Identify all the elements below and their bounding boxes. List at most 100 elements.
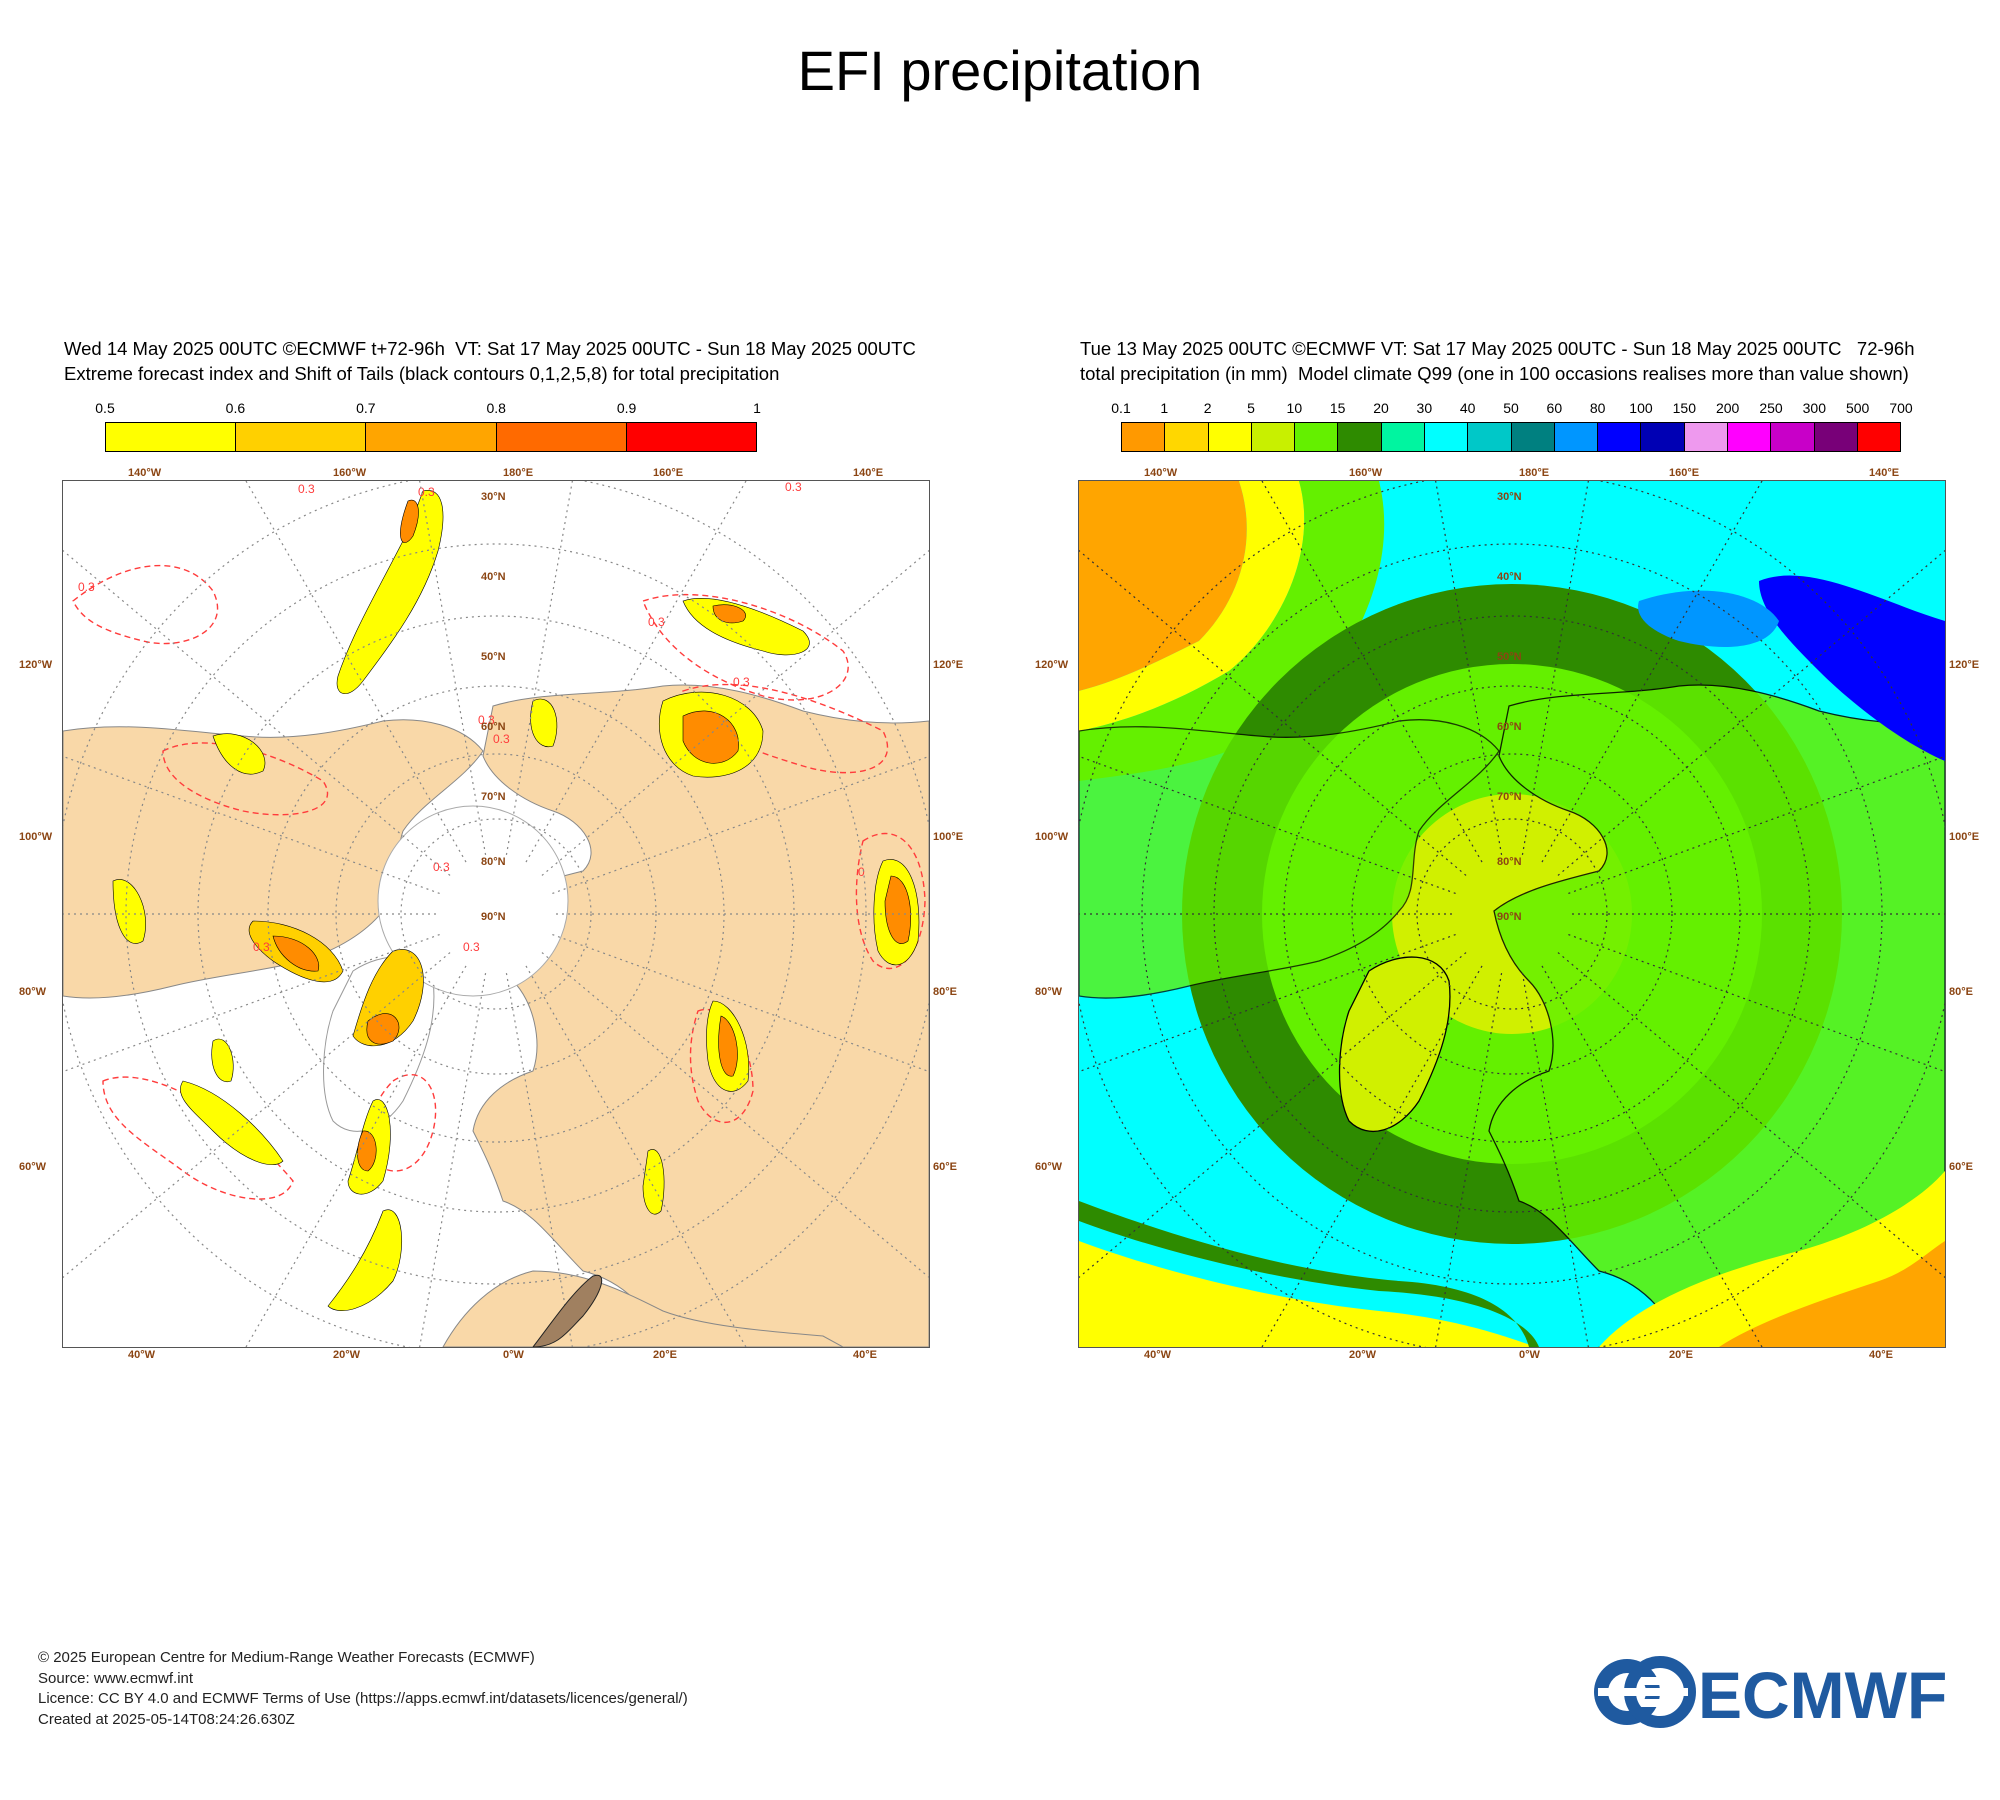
- latitude-label: 30°N: [481, 491, 506, 503]
- meridian-line: [1541, 481, 1763, 863]
- latitude-label: 50°N: [1497, 651, 1522, 663]
- longitude-label: 140°E: [1869, 467, 1900, 479]
- colorbar-swatch: [1424, 423, 1469, 451]
- footer: © 2025 European Centre for Medium-Range …: [38, 1648, 688, 1730]
- colorbar-label: 15: [1329, 400, 1346, 416]
- longitude-label: 60°W: [1035, 1161, 1063, 1173]
- colorbar-swatch: [1122, 423, 1166, 451]
- meridian-line: [505, 481, 573, 856]
- meridian-line: [1568, 933, 1945, 1073]
- meridian-line: [541, 952, 929, 1279]
- latitude-circle: [1351, 753, 1673, 1075]
- longitude-label: 40°W: [1144, 1349, 1172, 1361]
- precip-zone-southwest-green: [1079, 1201, 1539, 1347]
- landmass-america: [1079, 719, 1500, 999]
- longitude-label: 100°E: [1949, 831, 1980, 843]
- colorbar-swatch: [1684, 423, 1728, 451]
- colorbar-label: 1: [1160, 400, 1169, 416]
- colorbar-label: 5: [1247, 400, 1255, 416]
- sot-contour-label: 0.3: [433, 860, 450, 874]
- efi-patch: [366, 1013, 400, 1045]
- sot-contour-label: 0.3: [478, 713, 495, 727]
- precip-zone-yellow: [1079, 481, 1305, 731]
- sot-contour-label: 0.3: [733, 675, 750, 689]
- meridian-line: [1261, 965, 1483, 1347]
- longitude-label: 40°E: [853, 1349, 877, 1361]
- latitude-circle: [125, 543, 867, 1285]
- latitude-label: 90°N: [1497, 911, 1522, 923]
- q99-colorbar: 0.1 1 2 5 10 15 20 30 40 50 60 80 100 150 200 250 300 500…: [1111, 400, 1913, 452]
- meridian-line: [63, 933, 440, 1073]
- longitude-label: 140°W: [1144, 467, 1178, 479]
- longitude-label: 20°W: [333, 1349, 361, 1361]
- latitude-circle: [335, 753, 657, 1075]
- meridian-line: [1557, 952, 1945, 1279]
- latitude-circle: [1416, 818, 1608, 1010]
- colorbar-swatch: [366, 423, 497, 451]
- efi-patch: [180, 1080, 284, 1165]
- colorbar-swatch: [1468, 423, 1512, 451]
- precip-zone-south-orange: [1719, 1241, 1945, 1347]
- colorbar-label: 150: [1672, 400, 1697, 416]
- meridian-line: [525, 965, 747, 1347]
- longitude-label: 120°W: [1035, 659, 1069, 671]
- sot-contour-label: 0.3: [253, 940, 270, 954]
- efi-patch: [357, 1130, 377, 1172]
- longitude-label: 20°E: [653, 1349, 677, 1361]
- meridian-line: [1521, 972, 1589, 1347]
- longitude-label: 160°W: [1349, 467, 1383, 479]
- longitude-label: 0°W: [1519, 1349, 1540, 1361]
- colorbar-swatch: [1251, 423, 1296, 451]
- latitude-label: 40°N: [481, 571, 506, 583]
- colorbar-swatch: [1208, 423, 1252, 451]
- longitude-label: 0°W: [503, 1349, 524, 1361]
- colorbar-swatch: [106, 423, 237, 451]
- efi-patch: [530, 698, 558, 748]
- colorbar-label: 40: [1459, 400, 1476, 416]
- sot-contour-label: 0.3: [785, 481, 802, 494]
- source-link[interactable]: Source: www.ecmwf.int: [38, 1669, 194, 1687]
- longitude-label: 20°W: [1349, 1349, 1377, 1361]
- sot-contour-label: 0.3: [493, 732, 510, 746]
- longitude-label: 160°W: [333, 467, 367, 479]
- meridian-line: [1079, 952, 1467, 1279]
- sot-contour: [72, 564, 219, 645]
- meridian-line: [1079, 933, 1456, 1073]
- colorbar-label: 100: [1629, 400, 1653, 416]
- sot-contour-label: 0.3: [418, 485, 435, 499]
- page-title: EFI precipitation: [797, 39, 1203, 102]
- longitude-label: 180°E: [1519, 467, 1550, 479]
- latitude-label: 70°N: [481, 791, 506, 803]
- efi-patch: [272, 935, 320, 972]
- longitude-label: 120°E: [933, 659, 964, 671]
- longitude-label: 120°E: [1949, 659, 1980, 671]
- longitude-label: 80°E: [933, 986, 957, 998]
- longitude-label: 120°W: [19, 659, 53, 671]
- colorbar-swatch: [1857, 423, 1901, 451]
- sot-contour: [682, 683, 889, 774]
- landmass-eurasia: [472, 684, 929, 1347]
- landmass-greenland: [1338, 956, 1451, 1132]
- copyright-text: © 2025 European Centre for Medium-Range …: [38, 1649, 535, 1666]
- colorbar-swatch: [1814, 423, 1858, 451]
- efi-panel: Wed 14 May 2025 00UTC ©ECMWF t+72-96h VT…: [19, 330, 980, 1361]
- sot-contour-label: 0.3: [298, 482, 315, 496]
- efi-map-canvas: 0.3 0.3 0.3 0.3 0.3 0.3 0.3 0.3 0.3 0.3 0.3 0: [63, 481, 929, 1347]
- meridian-line: [419, 972, 487, 1347]
- colorbar-swatch: [1727, 423, 1772, 451]
- efi-map: 0.3 0.3 0.3 0.3 0.3 0.3 0.3 0.3 0.3 0.3 0.3 0 140°W…: [19, 467, 963, 1361]
- latitude-label: 80°N: [1497, 856, 1522, 868]
- colorbar-label: 10: [1286, 400, 1303, 416]
- longitude-label: 100°W: [19, 831, 53, 843]
- meridian-line: [245, 965, 467, 1347]
- precip-zone-southwest-yellow: [1079, 1241, 1539, 1347]
- meridian-line: [63, 549, 451, 876]
- sot-contour-label: 0: [858, 865, 865, 879]
- q99-header-line1: Tue 13 May 2025 00UTC ©ECMWF VT: Sat 17 …: [1080, 338, 1915, 359]
- ecmwf-logo-text: ECMWF: [1698, 1658, 1947, 1730]
- efi-header-line1: Wed 14 May 2025 00UTC ©ECMWF t+72-96h VT…: [64, 338, 916, 359]
- efi-patch: [112, 879, 146, 944]
- efi-patch: [336, 490, 444, 694]
- longitude-label: 140°E: [853, 467, 884, 479]
- latitude-circle: [400, 818, 592, 1010]
